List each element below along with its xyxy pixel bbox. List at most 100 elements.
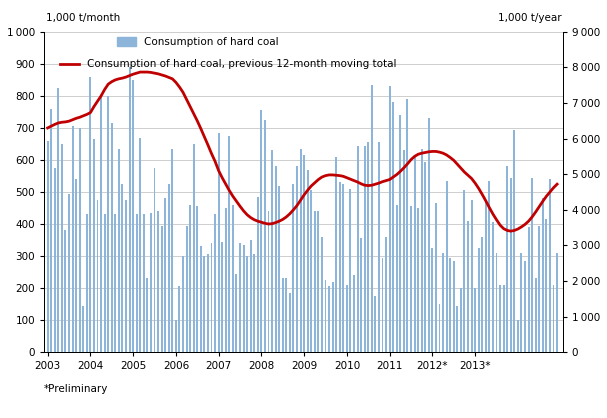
Bar xyxy=(514,130,515,352)
Bar xyxy=(314,211,316,352)
Bar xyxy=(97,200,98,352)
Bar xyxy=(168,184,170,352)
Bar xyxy=(72,126,73,352)
Bar xyxy=(399,115,401,352)
Bar xyxy=(268,211,270,352)
Bar xyxy=(257,197,259,352)
Bar xyxy=(104,214,106,352)
Bar xyxy=(503,285,504,352)
Bar xyxy=(150,213,152,352)
Bar xyxy=(207,255,209,352)
Bar xyxy=(289,293,291,352)
Bar xyxy=(520,253,523,352)
Bar xyxy=(492,222,494,352)
Bar xyxy=(375,296,376,352)
Bar xyxy=(456,306,458,352)
Bar xyxy=(161,226,163,352)
Bar xyxy=(527,227,529,352)
Bar xyxy=(203,256,205,352)
Bar xyxy=(467,221,469,352)
Bar xyxy=(481,237,483,352)
Bar xyxy=(271,150,273,352)
Bar xyxy=(417,208,419,352)
Bar xyxy=(246,256,248,352)
Bar xyxy=(371,85,373,352)
Bar xyxy=(510,178,512,352)
Bar xyxy=(460,288,462,352)
Bar xyxy=(239,243,241,352)
Bar xyxy=(346,285,348,352)
Bar xyxy=(193,144,195,352)
Legend: Consumption of hard coal, previous 12-month moving total: Consumption of hard coal, previous 12-mo… xyxy=(60,59,396,69)
Bar xyxy=(546,219,548,352)
Bar xyxy=(114,214,117,352)
Bar xyxy=(531,178,533,352)
Bar xyxy=(464,190,466,352)
Bar xyxy=(253,255,256,352)
Bar xyxy=(413,157,416,352)
Bar xyxy=(356,145,359,352)
Bar xyxy=(285,278,287,352)
Bar xyxy=(449,257,451,352)
Bar xyxy=(300,149,302,352)
Text: 1,000 t/year: 1,000 t/year xyxy=(498,13,561,23)
Bar xyxy=(442,253,444,352)
Bar xyxy=(317,211,319,352)
Bar xyxy=(61,144,63,352)
Bar xyxy=(470,200,473,352)
Bar xyxy=(154,168,155,352)
Bar xyxy=(132,80,134,352)
Bar xyxy=(75,179,77,352)
Bar xyxy=(556,253,558,352)
Bar xyxy=(218,133,220,352)
Bar xyxy=(282,278,283,352)
Bar xyxy=(164,199,166,352)
Bar xyxy=(64,230,66,352)
Bar xyxy=(182,256,184,352)
Bar xyxy=(339,182,341,352)
Bar xyxy=(364,145,365,352)
Bar xyxy=(228,136,230,352)
Bar xyxy=(549,179,551,352)
Bar xyxy=(407,99,409,352)
Bar xyxy=(274,166,277,352)
Bar xyxy=(136,214,138,352)
Bar xyxy=(89,76,92,352)
Bar xyxy=(293,184,294,352)
Bar xyxy=(171,149,174,352)
Bar xyxy=(367,143,369,352)
Bar xyxy=(200,247,202,352)
Bar xyxy=(47,141,49,352)
Bar xyxy=(538,226,540,352)
Bar xyxy=(68,194,70,352)
Bar xyxy=(264,120,266,352)
Bar xyxy=(403,150,405,352)
Bar xyxy=(186,226,188,352)
Bar xyxy=(86,214,88,352)
Bar xyxy=(157,211,159,352)
Bar xyxy=(396,205,398,352)
Bar xyxy=(453,261,455,352)
Bar xyxy=(478,248,480,352)
Bar xyxy=(535,278,537,352)
Bar xyxy=(485,200,487,352)
Bar xyxy=(225,208,227,352)
Bar xyxy=(552,285,555,352)
Bar xyxy=(435,203,437,352)
Bar xyxy=(325,280,327,352)
Bar xyxy=(139,138,141,352)
Bar xyxy=(388,86,391,352)
Bar xyxy=(236,274,237,352)
Bar xyxy=(121,184,123,352)
Bar xyxy=(146,278,148,352)
Bar xyxy=(175,320,177,352)
Bar xyxy=(424,162,426,352)
Bar xyxy=(495,253,498,352)
Bar xyxy=(421,149,422,352)
Bar xyxy=(54,168,56,352)
Bar xyxy=(129,67,131,352)
Bar xyxy=(50,109,52,352)
Bar xyxy=(392,102,394,352)
Bar xyxy=(93,139,95,352)
Bar xyxy=(303,155,305,352)
